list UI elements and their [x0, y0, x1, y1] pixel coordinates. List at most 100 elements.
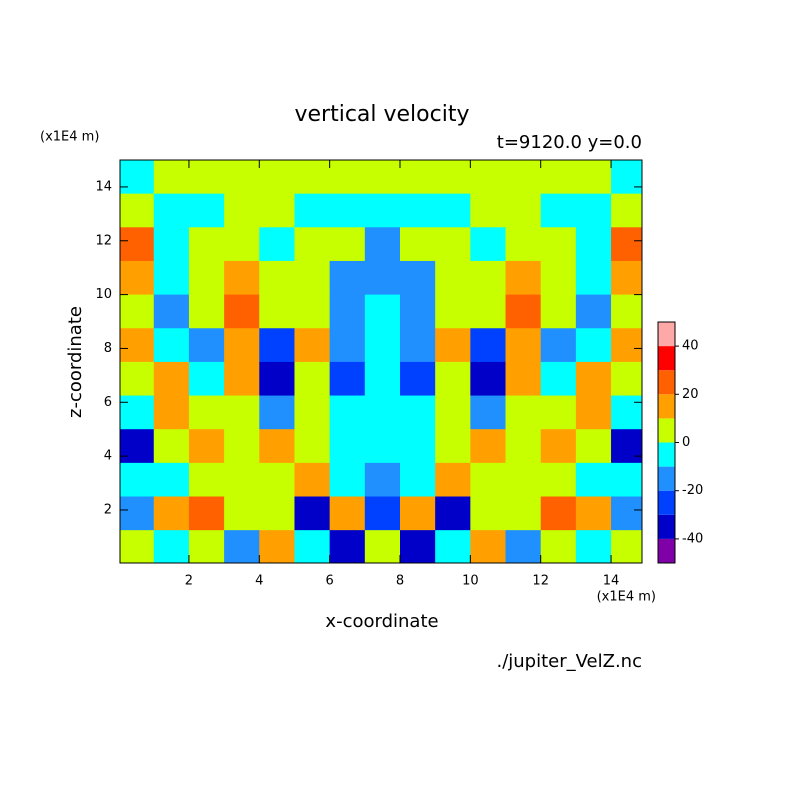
contour-cell	[120, 160, 155, 195]
contour-cell	[435, 160, 471, 195]
contour-cell	[505, 530, 542, 563]
contour-cell	[153, 361, 190, 397]
contour-cell	[364, 294, 401, 329]
y-tick-label: 2	[104, 502, 112, 517]
contour-cell	[470, 260, 507, 296]
contour-cell	[575, 294, 612, 329]
contour-cell	[399, 429, 436, 464]
colorbar-swatch	[658, 466, 675, 491]
contour-cell	[399, 294, 436, 329]
contour-cell	[364, 395, 401, 430]
colorbar-swatch	[658, 538, 675, 563]
contour-cell	[540, 496, 577, 531]
contour-cell	[399, 160, 436, 195]
contour-cell	[399, 328, 436, 363]
colorbar-tick-label: -40	[682, 531, 703, 546]
contour-cell	[364, 160, 401, 195]
contour-cell	[364, 496, 401, 531]
contour-cell	[188, 395, 225, 430]
contour-cell	[329, 496, 366, 531]
contour-cell	[575, 530, 612, 563]
contour-cell	[611, 530, 642, 563]
contour-cell	[505, 429, 542, 464]
contour-cell	[259, 160, 295, 195]
contour-cell	[399, 462, 436, 498]
contour-cell	[259, 530, 295, 563]
x-tick-label: 10	[462, 574, 479, 589]
contour-cell	[540, 294, 577, 329]
contour-cell	[575, 328, 612, 363]
contour-cell	[294, 429, 331, 464]
contour-cell	[120, 328, 155, 363]
contour-cell	[153, 227, 190, 262]
x-tick-label: 8	[396, 574, 404, 589]
contour-cell	[259, 361, 295, 397]
x-tick-label: 14	[603, 574, 620, 589]
contour-cell	[435, 530, 471, 563]
contour-cell	[505, 496, 542, 531]
contour-cell	[540, 227, 577, 262]
contour-cell	[540, 395, 577, 430]
contour-cell	[611, 294, 642, 329]
contour-cell	[435, 260, 471, 296]
contour-field	[120, 160, 642, 563]
contour-cell	[505, 260, 542, 296]
contour-cell	[470, 328, 507, 363]
contour-cell	[188, 530, 225, 563]
contour-cell	[540, 361, 577, 397]
x-unit: (x1E4 m)	[597, 590, 656, 605]
contour-cell	[435, 227, 471, 262]
contour-cell	[540, 260, 577, 296]
contour-cell	[470, 530, 507, 563]
contour-cell	[329, 260, 366, 296]
contour-cell	[611, 395, 642, 430]
contour-cell	[259, 462, 295, 498]
contour-cell	[329, 462, 366, 498]
y-axis-label: z-coordinate	[65, 306, 86, 418]
contour-cell	[294, 361, 331, 397]
contour-cell	[364, 260, 401, 296]
contour-cell	[470, 429, 507, 464]
contour-cell	[399, 530, 436, 563]
contour-cell	[399, 227, 436, 262]
contour-cell	[575, 361, 612, 397]
contour-cell	[364, 462, 401, 498]
contour-cell	[575, 395, 612, 430]
contour-cell	[505, 160, 542, 195]
chart-title: vertical velocity	[294, 102, 469, 127]
contour-cell	[470, 462, 507, 498]
contour-cell	[224, 496, 260, 531]
contour-cell	[224, 260, 260, 296]
contour-cell	[399, 395, 436, 430]
contour-cell	[611, 462, 642, 498]
contour-cell	[470, 160, 507, 195]
colorbar-swatch	[658, 394, 675, 419]
colorbar-swatch	[658, 370, 675, 395]
contour-cell	[399, 260, 436, 296]
contour-cell	[575, 227, 612, 262]
contour-cell	[470, 294, 507, 329]
y-tick-label: 6	[104, 395, 112, 410]
contour-cell	[364, 227, 401, 262]
contour-cell	[329, 328, 366, 363]
contour-cell	[120, 227, 155, 262]
contour-cell	[120, 361, 155, 397]
contour-cell	[153, 193, 190, 228]
contour-cell	[188, 227, 225, 262]
contour-cell	[188, 361, 225, 397]
contour-cell	[153, 260, 190, 296]
contour-cell	[224, 160, 260, 195]
contour-cell	[224, 294, 260, 329]
contour-cell	[435, 395, 471, 430]
contour-cell	[153, 496, 190, 531]
y-tick-label: 14	[95, 179, 112, 194]
contour-cell	[188, 260, 225, 296]
contour-cell	[188, 294, 225, 329]
contour-cell	[435, 193, 471, 228]
contour-cell	[329, 294, 366, 329]
y-tick-label: 12	[95, 233, 112, 248]
contour-cell	[329, 429, 366, 464]
contour-cell	[294, 530, 331, 563]
contour-cell	[294, 328, 331, 363]
